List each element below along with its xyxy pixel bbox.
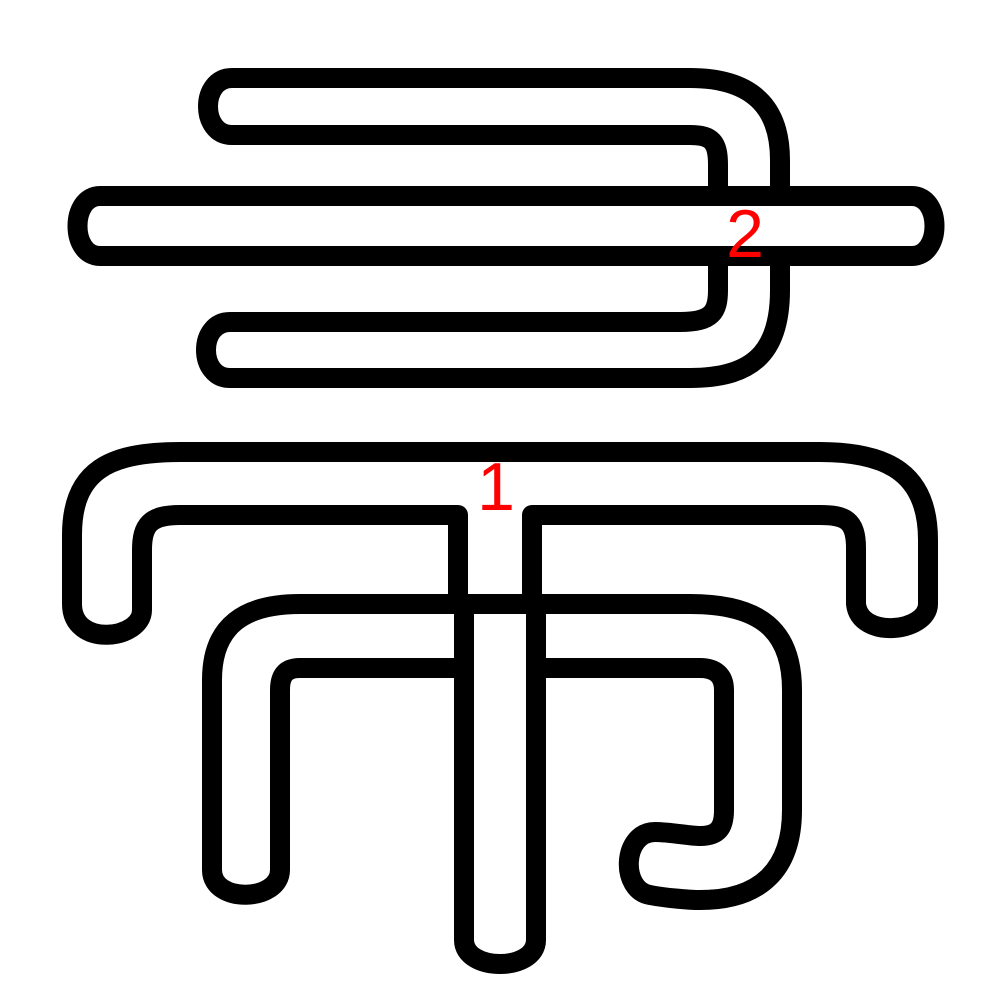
stroke-1-center-bar — [454, 594, 546, 974]
stroke-number-label: 1 — [477, 449, 515, 525]
stroke-1 — [62, 442, 938, 974]
stroke-3-right-hook — [526, 594, 802, 910]
stroke-3 — [202, 594, 802, 910]
stroke-2-frame — [196, 68, 790, 388]
stroke-1-canopy — [62, 442, 938, 645]
stroke-number-label: 2 — [726, 196, 764, 272]
stroke-2 — [67, 68, 945, 388]
stroke-2-crossbar — [67, 186, 945, 266]
stroke-3-left-leg-arch — [202, 594, 474, 905]
